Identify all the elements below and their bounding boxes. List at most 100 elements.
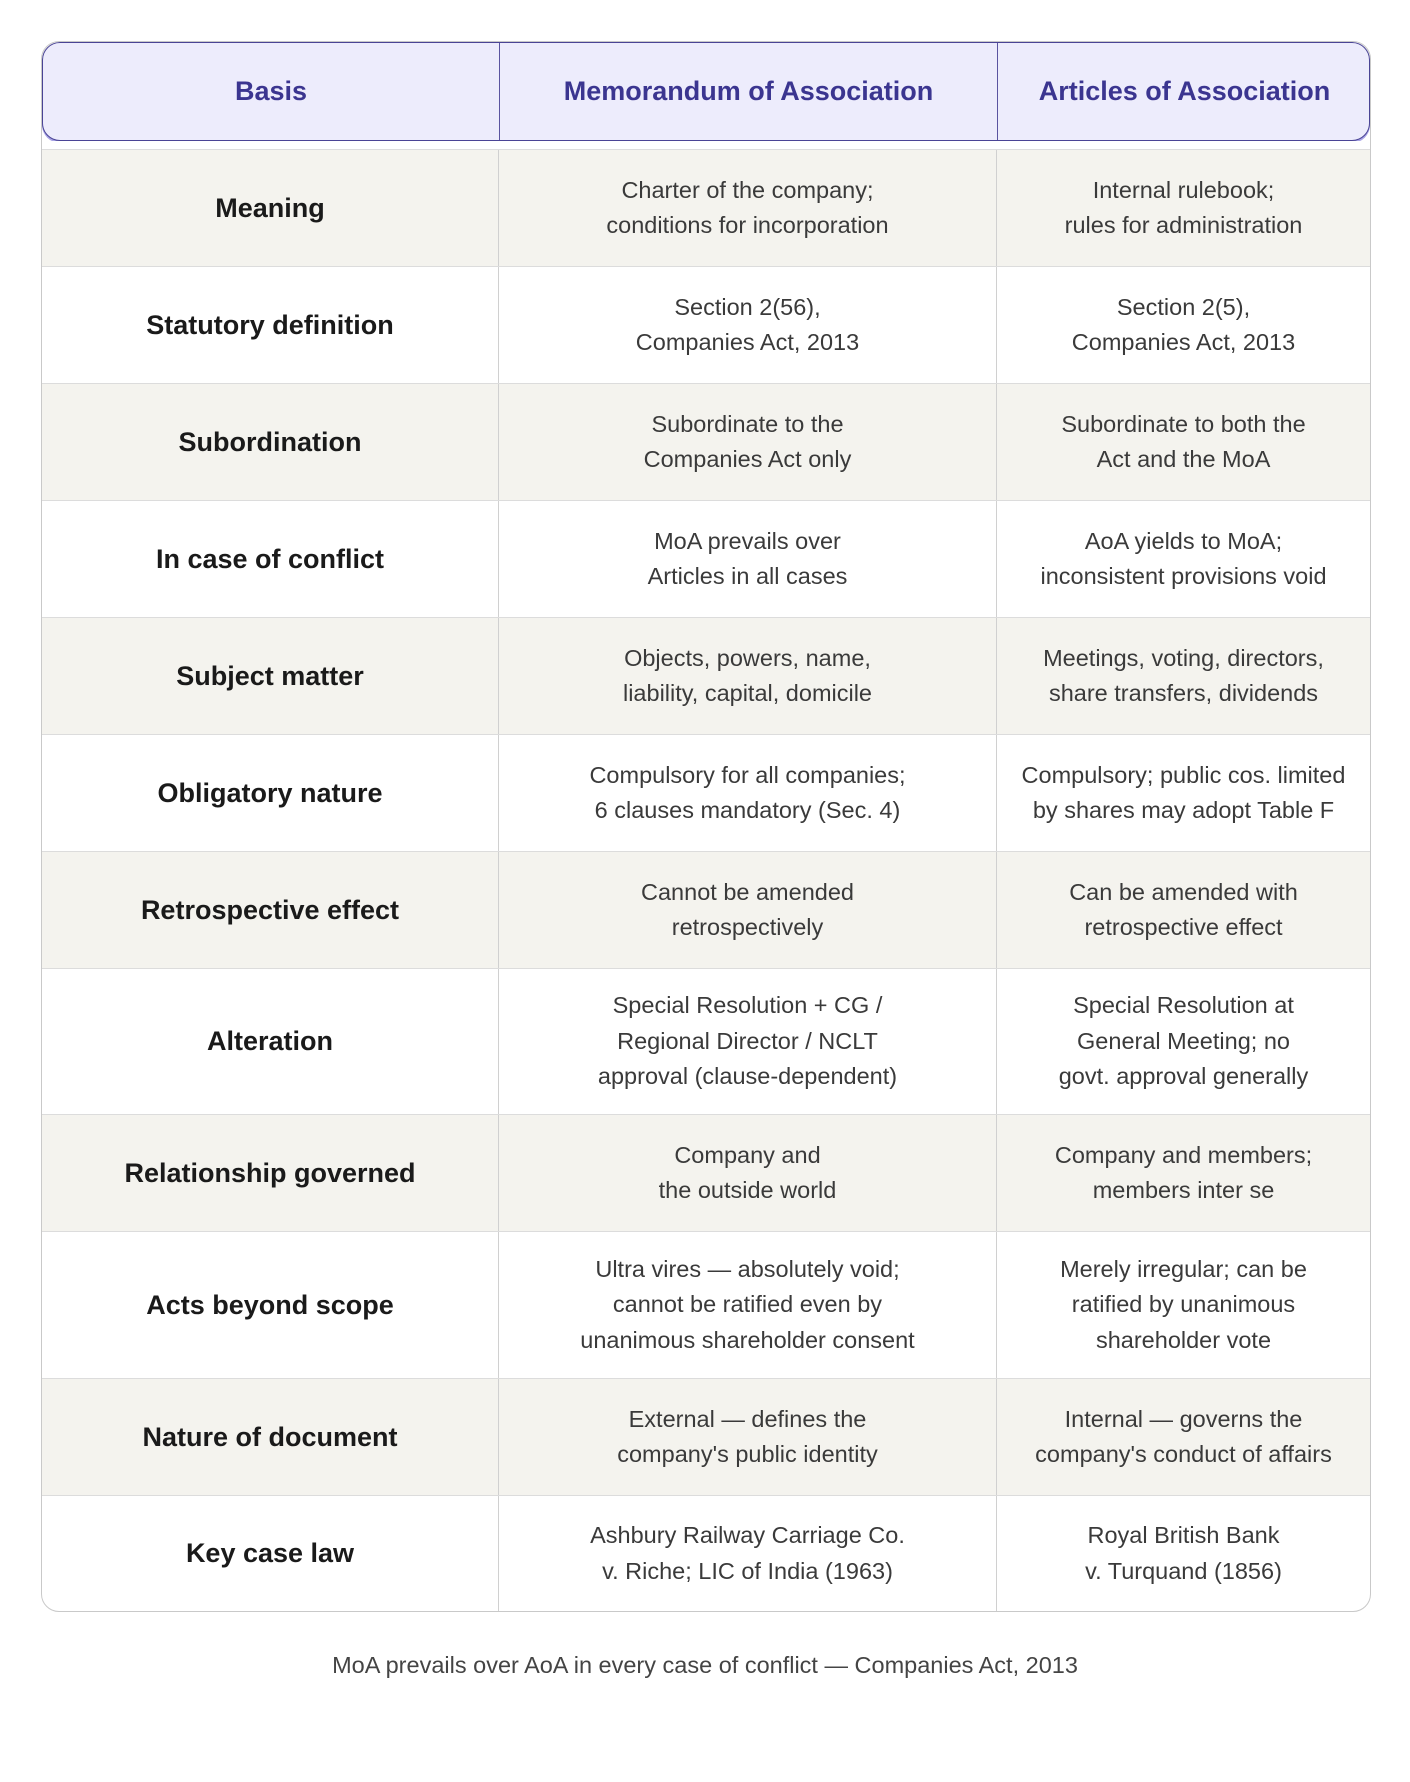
table-row: Statutory definition Section 2(56), Compan… <box>42 267 1370 384</box>
moa-cell: Company and the outside world <box>499 1115 997 1231</box>
cell-line: Can be amended with <box>1069 878 1298 905</box>
header-spacer <box>42 141 1370 150</box>
cell-line: 6 clauses mandatory (Sec. 4) <box>594 797 901 823</box>
table-row: Acts beyond scope Ultra vires — absolutel… <box>42 1232 1370 1379</box>
header-moa: Memorandum of Association <box>500 43 998 140</box>
cell-line: cannot be ratified even by <box>612 1291 883 1318</box>
cell-line: Royal British Bank <box>1087 1522 1280 1548</box>
cell-line: Regional Director / NCLT <box>617 1027 878 1054</box>
cell-line: share transfers, dividends <box>1048 680 1319 706</box>
cell-line: Objects, powers, name, <box>624 644 871 671</box>
cell-line: retrospective effect <box>1084 914 1283 940</box>
moa-cell: Ashbury Railway Carriage Co. v. Riche; LI… <box>499 1496 997 1611</box>
aoa-cell: Internal rulebook; rules for administrati… <box>997 150 1370 266</box>
cell-line: govt. approval generally <box>1058 1063 1309 1090</box>
cell-line: Companies Act only <box>643 446 852 472</box>
cell-line: Special Resolution + CG / <box>612 992 883 1019</box>
cell-line: rules for administration <box>1064 212 1303 238</box>
cell-line: unanimous shareholder consent <box>580 1326 915 1353</box>
cell-line: Internal — governs the <box>1064 1405 1303 1432</box>
table-row: Nature of document External — defines the… <box>42 1379 1370 1496</box>
cell-line: Section 2(5), <box>1116 293 1251 320</box>
basis-cell: Key case law <box>42 1496 499 1611</box>
moa-cell: Charter of the company; conditions for in… <box>499 150 997 266</box>
basis-cell: In case of conflict <box>42 501 499 617</box>
basis-cell: Retrospective effect <box>42 852 499 968</box>
basis-cell: Subject matter <box>42 618 499 734</box>
cell-line: Charter of the company; <box>621 176 874 203</box>
basis-cell: Obligatory nature <box>42 735 499 851</box>
basis-cell: Relationship governed <box>42 1115 499 1231</box>
cell-line: shareholder vote <box>1095 1326 1272 1353</box>
cell-line: Section 2(56), <box>674 293 821 320</box>
table-row: Subordination Subordinate to the Companies… <box>42 384 1370 501</box>
aoa-cell: Merely irregular; can be ratified by unan… <box>997 1232 1370 1378</box>
cell-line: retrospectively <box>671 914 824 940</box>
table-header: Basis Memorandum of Association Articles… <box>42 42 1370 141</box>
basis-cell: Acts beyond scope <box>42 1232 499 1378</box>
cell-line: conditions for incorporation <box>606 212 889 238</box>
caption: MoA prevails over AoA in every case of c… <box>332 1652 1078 1678</box>
cell-line: Act and the MoA <box>1096 446 1271 472</box>
cell-line: Ultra vires — absolutely void; <box>595 1255 900 1282</box>
aoa-cell: Internal — governs the company's conduct … <box>997 1379 1370 1495</box>
table-row: Relationship governed Company and the outs… <box>42 1115 1370 1232</box>
cell-line: Companies Act, 2013 <box>1071 329 1296 355</box>
table-row: Alteration Special Resolution + CG / Regio… <box>42 969 1370 1115</box>
table-row: Retrospective effect Cannot be amended ret… <box>42 852 1370 969</box>
cell-line: Articles in all cases <box>647 563 848 589</box>
table-row: Subject matter Objects, powers, name, liab… <box>42 618 1370 735</box>
basis-cell: Alteration <box>42 969 499 1114</box>
cell-line: inconsistent provisions void <box>1040 563 1327 589</box>
cell-line: v. Turquand (1856) <box>1085 1557 1282 1584</box>
table-row: Obligatory nature Compulsory for all comp… <box>42 735 1370 852</box>
cell-line: ratified by unanimous <box>1071 1291 1296 1318</box>
cell-line: Compulsory for all companies; <box>589 761 906 788</box>
cell-line: MoA prevails over <box>654 527 841 554</box>
moa-cell: Compulsory for all companies; 6 clauses m… <box>499 735 997 851</box>
cell-line: Cannot be amended <box>641 878 854 905</box>
cell-line: External — defines the <box>628 1405 867 1432</box>
cell-line: Compulsory; public cos. limited <box>1021 761 1346 788</box>
cell-line: company's conduct of affairs <box>1035 1441 1332 1467</box>
cell-line: liability, capital, domicile <box>622 680 873 706</box>
aoa-cell: Meetings, voting, directors, share transf… <box>997 618 1370 734</box>
aoa-cell: Section 2(5), Companies Act, 2013 <box>997 267 1370 383</box>
basis-cell: Subordination <box>42 384 499 500</box>
cell-line: company's public identity <box>617 1441 878 1467</box>
moa-cell: External — defines the company's public i… <box>499 1379 997 1495</box>
cell-line: Ashbury Railway Carriage Co. <box>590 1522 905 1548</box>
cell-line: Company and members; <box>1054 1141 1313 1168</box>
aoa-cell: Royal British Bank v. Turquand (1856) <box>997 1496 1370 1611</box>
basis-cell: Statutory definition <box>42 267 499 383</box>
cell-line: Subordinate to both the <box>1061 410 1306 437</box>
moa-cell: Subordinate to the Companies Act only <box>499 384 997 500</box>
table-row: In case of conflict MoA prevails over Arti… <box>42 501 1370 618</box>
cell-line: by shares may adopt Table F <box>1032 797 1335 823</box>
cell-line: the outside world <box>658 1177 837 1203</box>
cell-line: members inter se <box>1092 1177 1275 1203</box>
cell-line: Internal rulebook; <box>1092 176 1275 203</box>
basis-cell: Meaning <box>42 150 499 266</box>
header-basis: Basis <box>43 43 500 140</box>
aoa-cell: Can be amended with retrospective effect <box>997 852 1370 968</box>
cell-line: approval (clause-dependent) <box>597 1063 898 1090</box>
aoa-cell: Compulsory; public cos. limited by shares… <box>997 735 1370 851</box>
table-row: Key case law Ashbury Railway Carriage Co.… <box>42 1496 1370 1611</box>
cell-line: Meetings, voting, directors, <box>1043 644 1324 671</box>
cell-line: Subordinate to the <box>651 410 844 437</box>
cell-line: Merely irregular; can be <box>1060 1255 1307 1282</box>
moa-cell: Section 2(56), Companies Act, 2013 <box>499 267 997 383</box>
cell-line: v. Riche; LIC of India (1963) <box>602 1557 893 1584</box>
comparison-table: Basis Memorandum of Association Articles… <box>41 41 1371 1612</box>
moa-cell: Special Resolution + CG / Regional Direct… <box>499 969 997 1114</box>
cell-line: General Meeting; no <box>1077 1027 1290 1054</box>
moa-cell: Cannot be amended retrospectively <box>499 852 997 968</box>
cell-line: Special Resolution at <box>1073 992 1294 1019</box>
moa-cell: Ultra vires — absolutely void; cannot be … <box>499 1232 997 1378</box>
cell-line: AoA yields to MoA; <box>1084 527 1283 554</box>
aoa-cell: Special Resolution at General Meeting; no… <box>997 969 1370 1114</box>
cell-line: Company and <box>674 1141 821 1168</box>
basis-cell: Nature of document <box>42 1379 499 1495</box>
header-aoa: Articles of Association <box>1038 76 1331 106</box>
